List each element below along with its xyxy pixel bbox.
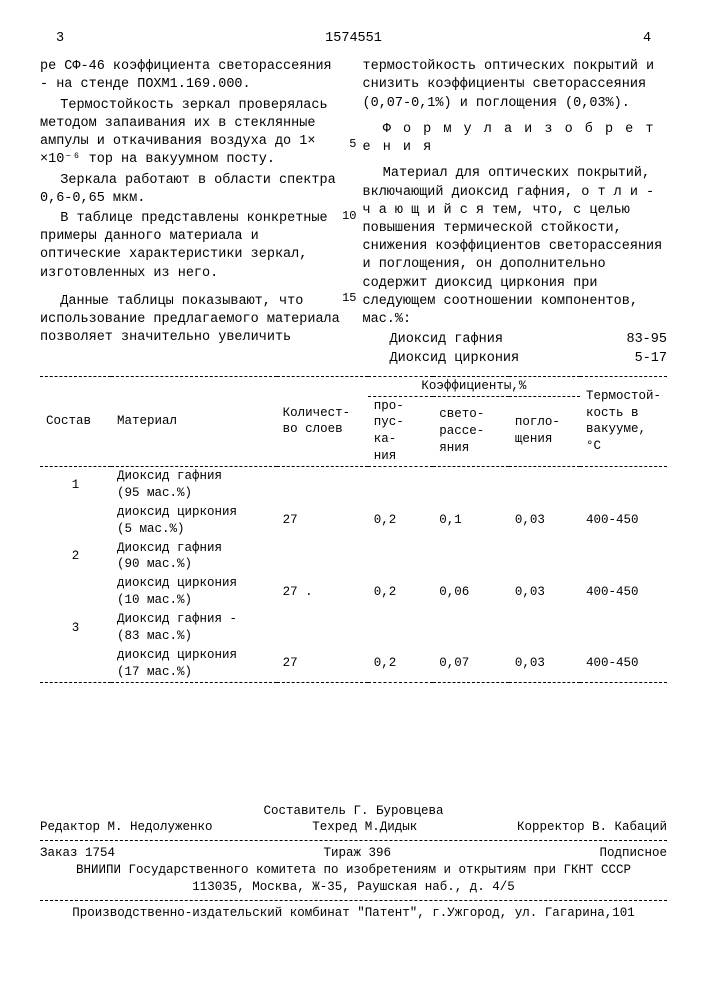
left-p2: Термостойкость зеркал проверялась методо… bbox=[40, 97, 345, 170]
composition-list: Диоксид гафния 83-95 Диоксид циркония 5-17 bbox=[390, 331, 668, 367]
footer-org2: 113035, Москва, Ж-35, Раушская наб., д. … bbox=[40, 879, 667, 896]
line-num-15: 15 bbox=[342, 290, 356, 306]
left-p5: Данные таблицы показывают, что использов… bbox=[40, 293, 345, 348]
left-p1: ре СФ-46 коэффициента светорассеяния - н… bbox=[40, 58, 345, 94]
th-material: Материал bbox=[111, 376, 277, 466]
footer-techred: Техред М.Дидык bbox=[312, 819, 417, 836]
footer-compiler: Составитель Г. Буровцева bbox=[40, 803, 667, 820]
th-transmission: про- пус- ка- ния bbox=[368, 396, 433, 467]
body-columns: ре СФ-46 коэффициента светорассеяния - н… bbox=[40, 58, 667, 368]
comp2-name: Диоксид циркония bbox=[390, 350, 520, 368]
col-num-left: 3 bbox=[40, 30, 80, 48]
right-p2: Материал для оптических покрытий, включа… bbox=[363, 165, 668, 329]
th-scattering: свето- рассе- яния bbox=[433, 396, 509, 467]
right-p1: термостойкость оптических покрытий и сни… bbox=[363, 58, 668, 113]
left-p3: Зеркала работают в области спектра 0,6-0… bbox=[40, 172, 345, 208]
footer: Составитель Г. Буровцева Редактор М. Нед… bbox=[40, 803, 667, 922]
data-table: Состав Материал Количест- во слоев Коэфф… bbox=[40, 376, 667, 683]
footer-corrector: Корректор В. Кабаций bbox=[517, 819, 667, 836]
comp1-val: 83-95 bbox=[626, 331, 667, 349]
line-num-5: 5 bbox=[349, 136, 356, 152]
th-coeffs: Коэффициенты,% bbox=[368, 376, 580, 396]
comp2-val: 5-17 bbox=[635, 350, 667, 368]
footer-sub: Подписное bbox=[599, 845, 667, 862]
footer-org1: ВНИИПИ Государственного комитета по изоб… bbox=[40, 862, 667, 879]
right-column: термостойкость оптических покрытий и сни… bbox=[363, 58, 668, 368]
footer-publisher: Производственно-издательский комбинат "П… bbox=[40, 905, 667, 922]
document-number: 1574551 bbox=[80, 30, 627, 48]
col-num-right: 4 bbox=[627, 30, 667, 48]
footer-editor: Редактор М. Недолуженко bbox=[40, 819, 213, 836]
comp1-name: Диоксид гафния bbox=[390, 331, 503, 349]
footer-tirazh: Тираж 396 bbox=[323, 845, 391, 862]
footer-order: Заказ 1754 bbox=[40, 845, 115, 862]
left-column: ре СФ-46 коэффициента светорассеяния - н… bbox=[40, 58, 345, 368]
line-num-10: 10 bbox=[342, 208, 356, 224]
page-header: 3 1574551 4 bbox=[40, 30, 667, 48]
formula-heading: Ф о р м у л а и з о б р е т е н и я bbox=[363, 121, 668, 157]
th-thermo: Термостой- кость в вакууме, °С bbox=[580, 376, 667, 466]
th-layers: Количест- во слоев bbox=[277, 376, 368, 466]
th-composition: Состав bbox=[40, 376, 111, 466]
left-p4: В таблице представлены конкретные пример… bbox=[40, 210, 345, 283]
th-absorption: погло- щения bbox=[509, 396, 580, 467]
